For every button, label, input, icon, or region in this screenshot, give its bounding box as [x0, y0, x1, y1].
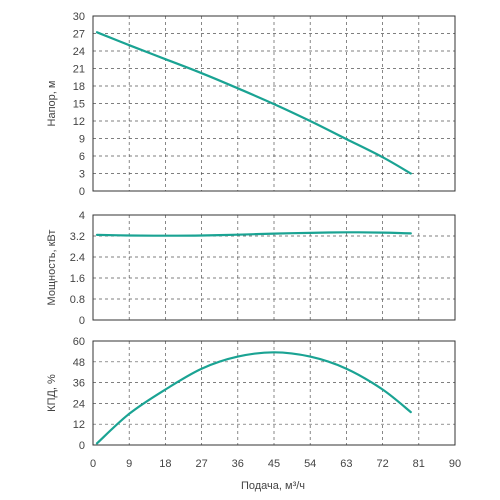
panel-frame [92, 214, 456, 321]
y-tick-label: 0 [79, 315, 85, 327]
y-tick-label: 1.6 [70, 273, 85, 285]
x-tick-label: 72 [376, 458, 388, 470]
x-tick-label: 9 [126, 458, 132, 470]
panel-frame [92, 340, 456, 446]
series-line [95, 351, 412, 445]
y-tick-label: 0 [79, 186, 85, 198]
y-tick-label: 12 [73, 419, 85, 431]
y-tick-label: 3.2 [70, 231, 85, 243]
y-axis-title: Напор, м [46, 81, 58, 127]
y-tick-label: 0 [79, 440, 85, 452]
x-tick-label: 27 [195, 458, 207, 470]
x-tick-label: 54 [304, 458, 316, 470]
x-axis: 0 9 18 27 36 45 54 63 72 81 90 [90, 458, 461, 470]
panel-frame [92, 15, 456, 192]
y-tick-label: 18 [73, 81, 85, 93]
y-axis-title: Мощность, кВт [46, 230, 58, 306]
y-tick-label: 9 [79, 134, 85, 146]
y-tick-label: 24 [73, 46, 85, 58]
y-tick-label: 6 [79, 151, 85, 163]
x-tick-label: 36 [232, 458, 244, 470]
y-tick-label: 21 [73, 64, 85, 76]
series-line [95, 231, 412, 237]
y-tick-label: 4 [79, 210, 85, 222]
y-axis-title: КПД, % [46, 374, 58, 412]
y-tick-label: 30 [73, 11, 85, 23]
series-line [95, 31, 412, 175]
y-tick-label: 24 [73, 398, 85, 410]
y-tick-label: 27 [73, 29, 85, 41]
y-tick-label: 12 [73, 116, 85, 128]
y-tick-label: 48 [73, 357, 85, 369]
y-tick-label: 3 [79, 169, 85, 181]
panel-2: 60 48 36 24 12 0 КПД, % [46, 336, 456, 452]
x-tick-label: 0 [90, 458, 96, 470]
x-tick-label: 63 [340, 458, 352, 470]
y-tick-label: 0.8 [70, 294, 85, 306]
y-tick-label: 15 [73, 99, 85, 111]
x-tick-label: 45 [268, 458, 280, 470]
y-tick-label: 36 [73, 378, 85, 390]
y-tick-label: 2.4 [70, 252, 85, 264]
x-tick-label: 90 [449, 458, 461, 470]
x-tick-label: 18 [159, 458, 171, 470]
x-axis-title: Подача, м³/ч [241, 480, 305, 492]
x-tick-label: 81 [413, 458, 425, 470]
y-tick-label: 60 [73, 336, 85, 348]
panel-1: 4 3.2 2.4 1.6 0.8 0 Мощность, кВт [46, 210, 456, 327]
